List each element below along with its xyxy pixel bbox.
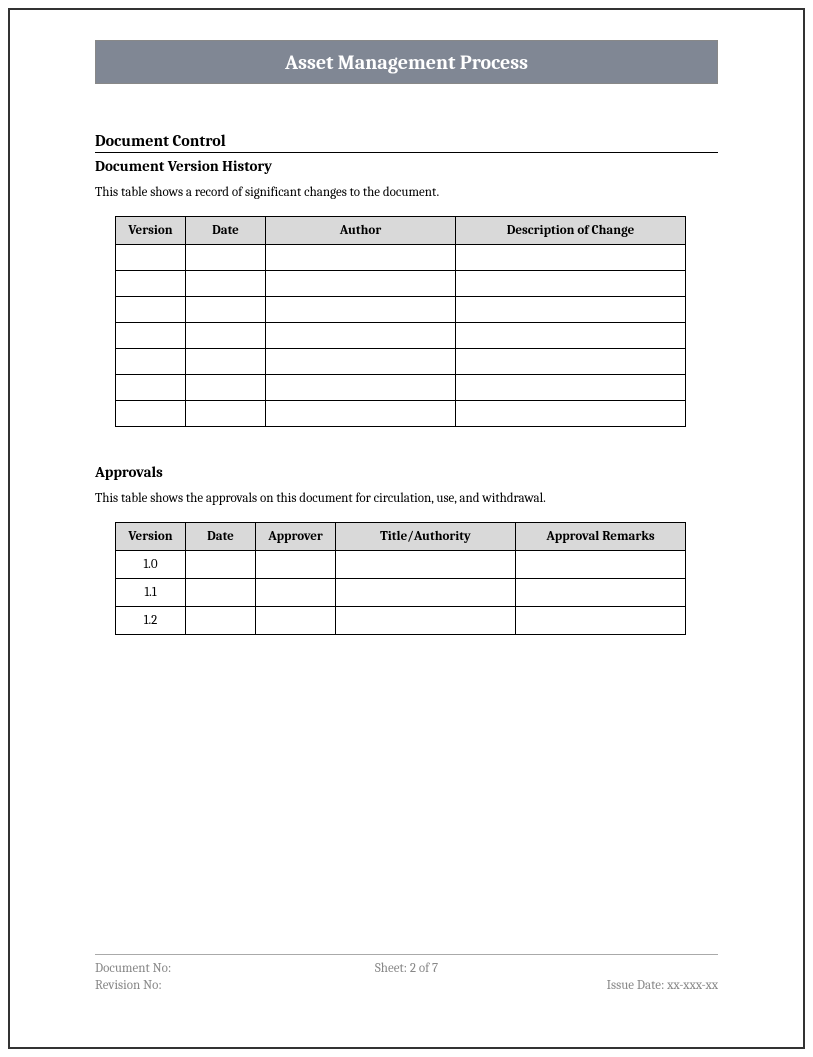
footer-spacer <box>510 961 718 976</box>
table-cell <box>116 375 186 401</box>
page-title: Asset Management Process <box>285 51 528 74</box>
footer-row-1: Document No: Sheet: 2 of 7 <box>95 961 718 976</box>
table-cell <box>116 297 186 323</box>
table-header-row: Version Date Approver Title/Authority Ap… <box>116 523 686 551</box>
table-cell <box>256 551 336 579</box>
table-cell <box>336 551 516 579</box>
table-cell <box>266 375 456 401</box>
version-history-table: Version Date Author Description of Chang… <box>115 216 686 427</box>
table-header-row: Version Date Author Description of Chang… <box>116 217 686 245</box>
table-cell <box>116 401 186 427</box>
title-banner: Asset Management Process <box>95 40 718 84</box>
table-cell <box>256 607 336 635</box>
table-cell <box>186 245 266 271</box>
table-cell <box>266 297 456 323</box>
table-cell <box>456 401 686 427</box>
table-cell <box>266 349 456 375</box>
column-header: Version <box>116 523 186 551</box>
document-control-heading: Document Control <box>95 132 718 153</box>
table-cell: 1.1 <box>116 579 186 607</box>
table-row <box>116 271 686 297</box>
table-cell: 1.0 <box>116 551 186 579</box>
column-header: Author <box>266 217 456 245</box>
column-header: Title/Authority <box>336 523 516 551</box>
table-cell <box>336 607 516 635</box>
approvals-description: This table shows the approvals on this d… <box>95 491 718 506</box>
table-cell <box>116 349 186 375</box>
column-header: Approval Remarks <box>516 523 686 551</box>
approvals-tbody: 1.01.11.2 <box>116 551 686 635</box>
version-history-description: This table shows a record of significant… <box>95 185 718 200</box>
table-cell <box>266 401 456 427</box>
table-cell <box>186 323 266 349</box>
approvals-table: Version Date Approver Title/Authority Ap… <box>115 522 686 635</box>
footer-spacer <box>303 978 511 993</box>
table-cell <box>186 297 266 323</box>
table-row: 1.2 <box>116 607 686 635</box>
table-cell <box>256 579 336 607</box>
column-header: Version <box>116 217 186 245</box>
page-footer: Document No: Sheet: 2 of 7 Revision No: … <box>95 954 718 995</box>
table-cell <box>186 579 256 607</box>
sheet-label: Sheet: 2 of 7 <box>303 961 511 976</box>
footer-row-2: Revision No: Issue Date: xx-xxx-xx <box>95 978 718 993</box>
table-cell <box>116 323 186 349</box>
table-row <box>116 245 686 271</box>
table-cell <box>186 349 266 375</box>
table-cell <box>186 607 256 635</box>
revision-no-label: Revision No: <box>95 978 303 993</box>
table-cell <box>116 271 186 297</box>
approvals-heading: Approvals <box>95 463 718 481</box>
table-cell <box>186 551 256 579</box>
column-header: Approver <box>256 523 336 551</box>
table-row <box>116 401 686 427</box>
issue-date-label: Issue Date: xx-xxx-xx <box>510 978 718 993</box>
table-row <box>116 349 686 375</box>
table-cell <box>336 579 516 607</box>
table-cell <box>516 551 686 579</box>
table-cell <box>186 375 266 401</box>
column-header: Description of Change <box>456 217 686 245</box>
table-row <box>116 297 686 323</box>
table-cell <box>516 607 686 635</box>
table-cell <box>186 401 266 427</box>
table-cell <box>516 579 686 607</box>
table-row <box>116 375 686 401</box>
page-content: Asset Management Process Document Contro… <box>95 40 718 1017</box>
table-cell: 1.2 <box>116 607 186 635</box>
version-history-tbody <box>116 245 686 427</box>
table-row: 1.0 <box>116 551 686 579</box>
version-history-heading: Document Version History <box>95 157 718 175</box>
table-cell <box>456 245 686 271</box>
table-cell <box>456 323 686 349</box>
table-cell <box>266 323 456 349</box>
document-no-label: Document No: <box>95 961 303 976</box>
column-header: Date <box>186 523 256 551</box>
table-row <box>116 323 686 349</box>
table-row: 1.1 <box>116 579 686 607</box>
table-cell <box>456 375 686 401</box>
table-cell <box>266 271 456 297</box>
table-cell <box>266 245 456 271</box>
table-cell <box>116 245 186 271</box>
column-header: Date <box>186 217 266 245</box>
table-cell <box>186 271 266 297</box>
table-cell <box>456 349 686 375</box>
table-cell <box>456 297 686 323</box>
table-cell <box>456 271 686 297</box>
